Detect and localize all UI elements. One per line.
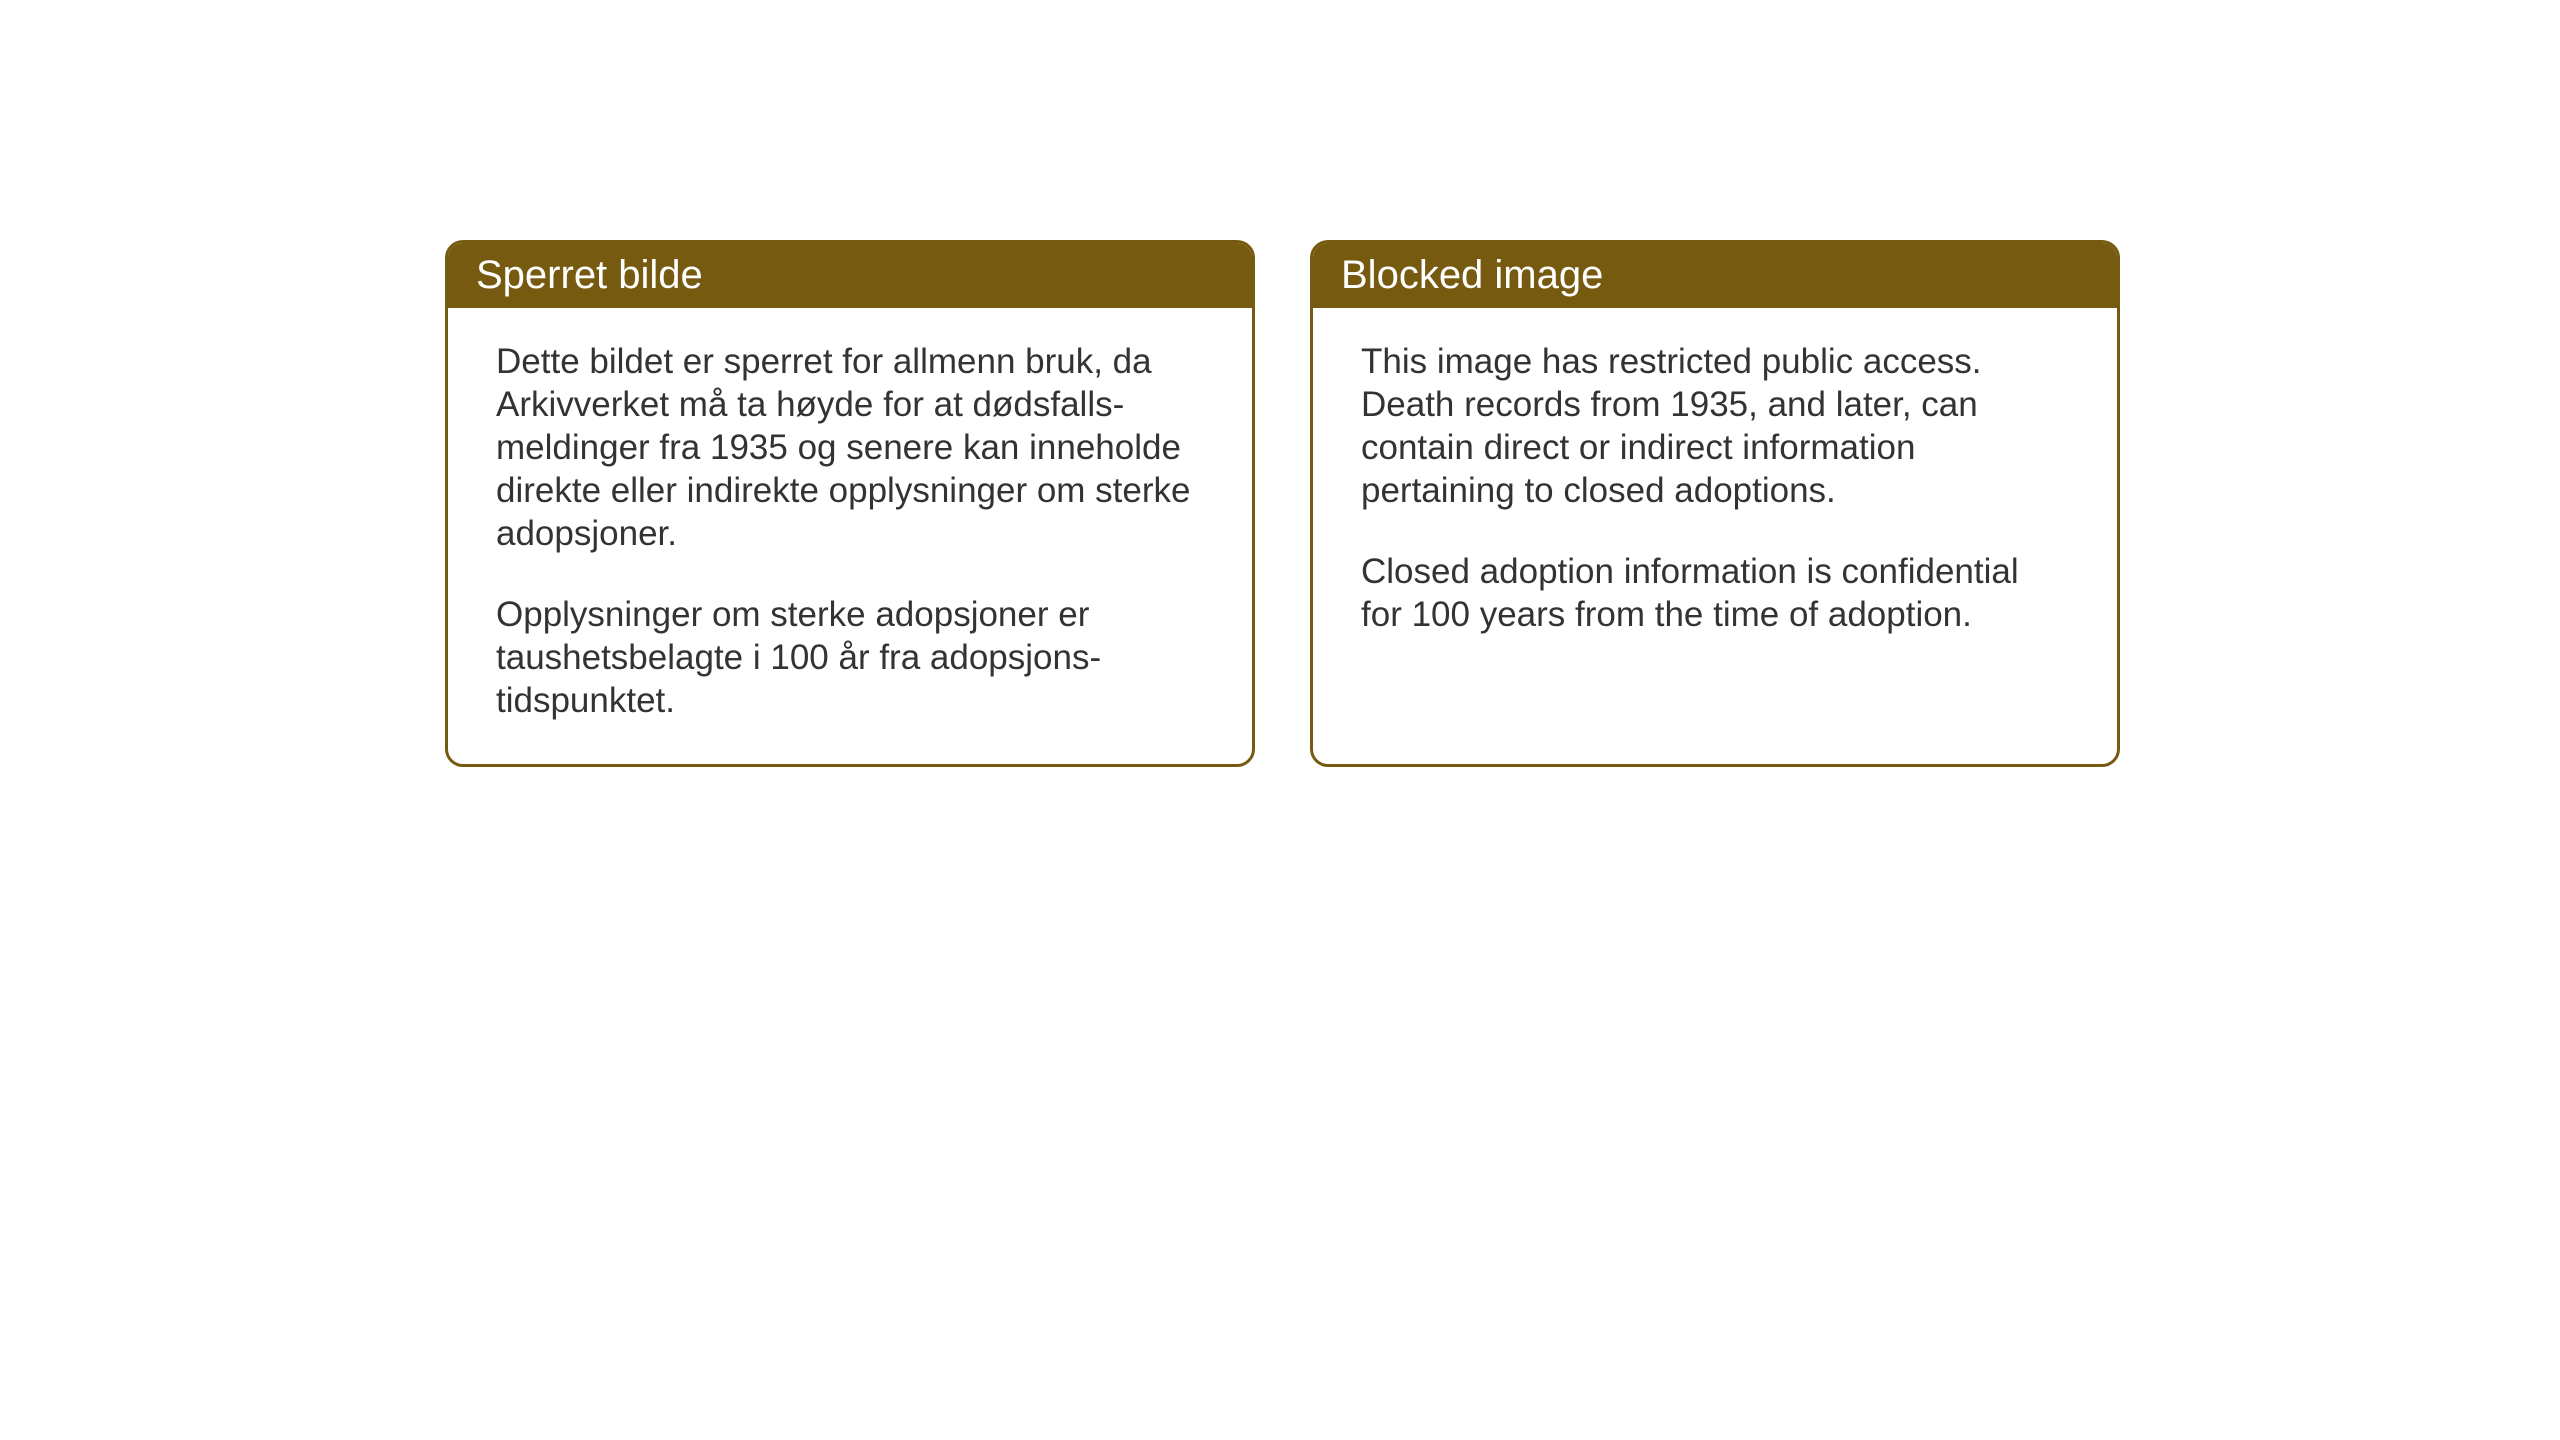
notice-container: Sperret bilde Dette bildet er sperret fo… xyxy=(445,240,2120,767)
english-notice-card: Blocked image This image has restricted … xyxy=(1310,240,2120,767)
norwegian-card-body: Dette bildet er sperret for allmenn bruk… xyxy=(448,308,1252,764)
english-paragraph-2: Closed adoption information is confident… xyxy=(1361,550,2069,636)
norwegian-notice-card: Sperret bilde Dette bildet er sperret fo… xyxy=(445,240,1255,767)
english-card-body: This image has restricted public access.… xyxy=(1313,308,2117,678)
norwegian-card-title: Sperret bilde xyxy=(448,243,1252,308)
english-card-title: Blocked image xyxy=(1313,243,2117,308)
english-paragraph-1: This image has restricted public access.… xyxy=(1361,340,2069,512)
norwegian-paragraph-1: Dette bildet er sperret for allmenn bruk… xyxy=(496,340,1204,555)
norwegian-paragraph-2: Opplysninger om sterke adopsjoner er tau… xyxy=(496,593,1204,722)
